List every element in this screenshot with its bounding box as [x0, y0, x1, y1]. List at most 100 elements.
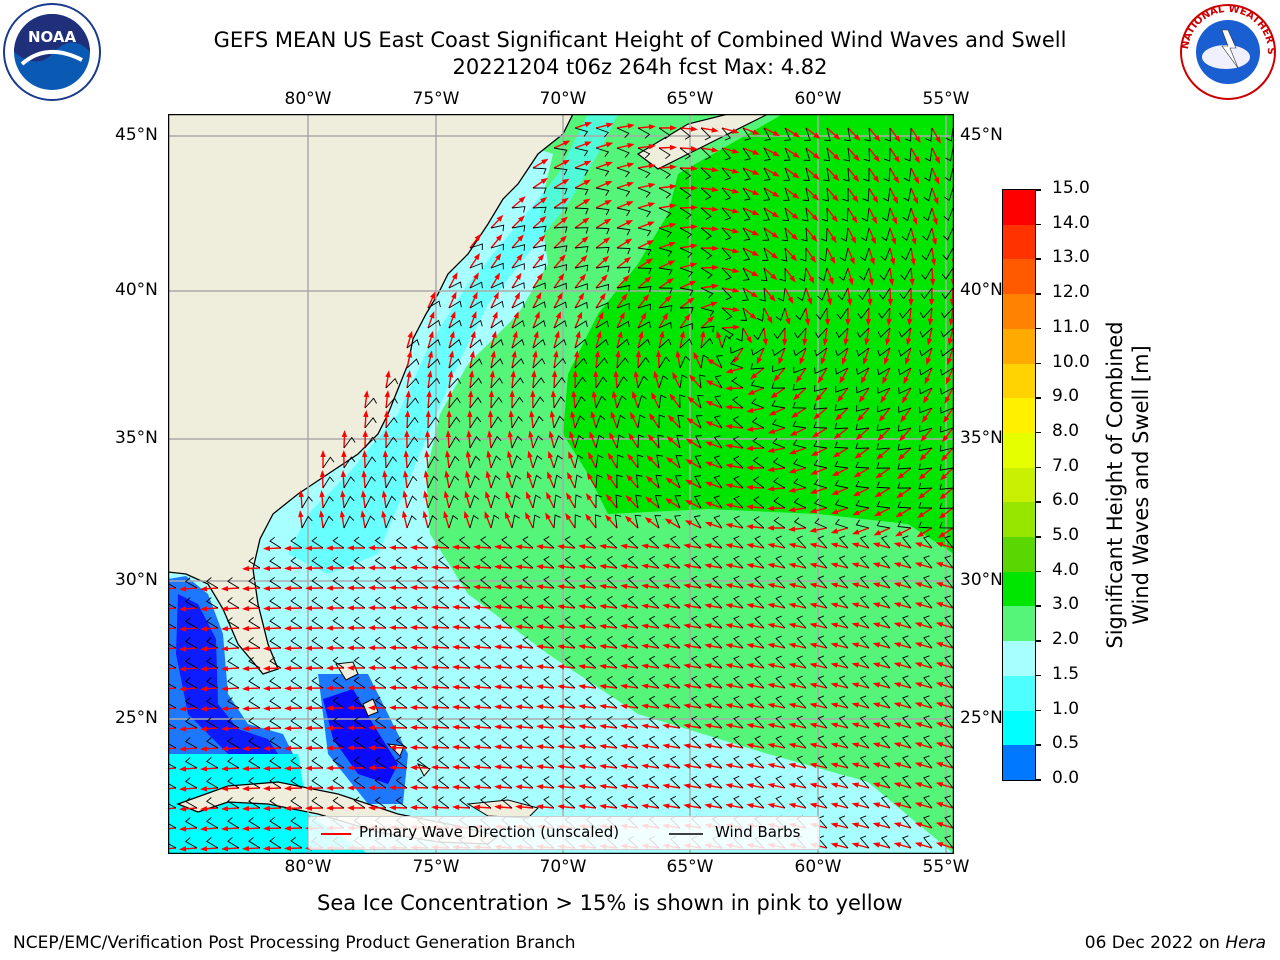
wave-arrowhead	[704, 563, 712, 569]
wind-barb	[824, 127, 831, 142]
wave-arrowhead	[403, 450, 409, 458]
wave-arrowhead	[911, 237, 917, 246]
wave-arrowhead	[704, 643, 712, 649]
wind-barb	[501, 656, 513, 669]
wave-arrowhead	[491, 330, 497, 339]
colorbar-tick-label: 3.0	[1052, 594, 1080, 615]
wave-arrowhead	[368, 645, 375, 651]
wave-arrowhead	[200, 726, 208, 732]
wave-arrowhead	[200, 786, 208, 792]
wind-barb	[944, 675, 954, 689]
wave-arrowhead	[466, 430, 472, 438]
wave-arrowhead	[427, 370, 433, 378]
wind-barb	[902, 795, 912, 809]
wave-arrowhead	[767, 602, 775, 609]
wave-arrowhead	[851, 682, 860, 688]
wind-barb	[511, 225, 526, 232]
wave-arrowhead	[515, 664, 523, 670]
wave-arrowhead	[914, 782, 923, 788]
wave-arrowhead	[921, 415, 928, 423]
wind-barb	[501, 576, 513, 589]
wave-arrowhead	[732, 247, 740, 254]
wind-barb	[353, 616, 366, 629]
wind-barb	[679, 207, 692, 220]
wave-arrowhead	[782, 338, 788, 346]
wind-barb	[532, 338, 546, 349]
wave-arrowhead	[933, 177, 940, 185]
wind-barb	[902, 695, 912, 709]
wind-barb	[615, 494, 622, 509]
wind-barb	[206, 597, 219, 609]
wind-barb	[595, 357, 608, 369]
wind-barb	[838, 835, 849, 849]
wind-barb	[924, 147, 933, 162]
wave-arrowhead	[770, 392, 778, 399]
wind-barb	[793, 497, 807, 509]
wave-arrowhead	[705, 441, 713, 447]
wave-arrowhead	[809, 622, 817, 628]
wind-barb	[813, 479, 828, 489]
wave-arrowhead	[347, 545, 354, 551]
wind-barb	[585, 696, 597, 709]
wind-barb	[437, 576, 450, 589]
wave-arrowhead	[484, 511, 490, 519]
wind-barb	[813, 403, 828, 410]
wave-arrowhead	[943, 415, 950, 424]
wind-barb	[616, 414, 626, 429]
wave-arrowhead	[893, 682, 902, 688]
wind-barb	[553, 435, 564, 449]
wind-barb	[884, 127, 891, 142]
wind-barb	[585, 656, 597, 669]
wind-barb	[690, 755, 702, 769]
wind-barb	[532, 415, 544, 429]
wind-barb	[694, 475, 702, 489]
wind-barb	[838, 267, 849, 282]
wave-arrowhead	[882, 376, 888, 385]
wind-barb	[669, 655, 681, 669]
wind-barb	[690, 535, 702, 549]
wind-barb	[772, 457, 786, 469]
wave-arrowhead	[360, 490, 367, 498]
wind-barb	[637, 167, 651, 179]
wave-arrowhead	[382, 470, 388, 478]
wave-arrowhead	[242, 565, 250, 572]
wind-barb	[395, 776, 408, 789]
wave-arrowhead	[868, 278, 874, 286]
wave-arrowhead	[725, 563, 733, 569]
wave-arrowhead	[704, 623, 712, 629]
wind-barb	[574, 514, 582, 529]
wave-arrowhead	[339, 510, 346, 518]
wave-arrowhead	[725, 683, 733, 689]
wind-barb	[782, 207, 790, 221]
wind-barb	[674, 475, 682, 489]
wave-arrowhead	[875, 472, 883, 479]
wind-barb	[721, 227, 732, 241]
wave-arrowhead	[599, 623, 607, 630]
wave-arrowhead	[389, 744, 397, 751]
wind-barb	[900, 267, 912, 281]
wind-barb	[881, 227, 891, 242]
wind-barb	[902, 715, 912, 729]
wind-barb	[480, 616, 492, 629]
wave-arrowhead	[586, 472, 593, 480]
wind-barb	[940, 327, 954, 338]
wind-barb	[775, 795, 786, 809]
wind-barb	[772, 477, 786, 489]
wind-barb	[184, 657, 198, 669]
wave-arrowhead	[705, 421, 713, 427]
wave-arrowhead	[832, 451, 841, 458]
wave-arrowhead	[410, 684, 418, 691]
wind-barb	[742, 147, 752, 161]
wave-arrowhead	[788, 742, 796, 749]
wind-barb	[490, 262, 504, 270]
wind-barb	[595, 187, 610, 196]
wave-arrowhead	[817, 376, 824, 384]
wave-arrowhead	[341, 430, 348, 438]
wave-arrowhead	[872, 642, 881, 648]
wind-barb	[880, 615, 891, 629]
wave-arrowhead	[873, 134, 881, 142]
wave-arrowhead	[852, 509, 860, 516]
wind-barb	[458, 536, 471, 549]
wind-barb	[595, 494, 602, 509]
wind-barb	[679, 374, 688, 389]
